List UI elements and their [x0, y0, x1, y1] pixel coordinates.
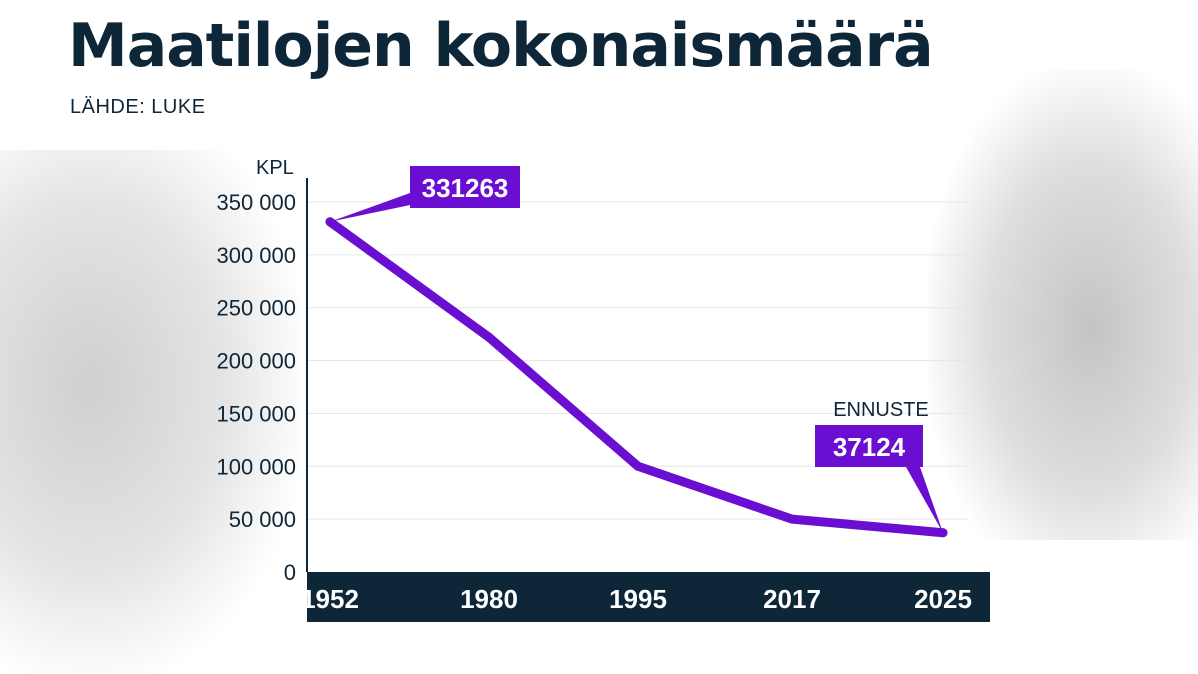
- x-tick-label: 1980: [460, 584, 518, 614]
- callout-box: [815, 425, 923, 467]
- y-axis-unit-label: KPL: [256, 157, 294, 179]
- callout-value: 331263: [422, 173, 509, 203]
- y-tick-label: 300 000: [216, 243, 296, 268]
- data-point: [787, 514, 797, 524]
- callout-value: 37124: [833, 432, 906, 462]
- y-tick-label: 350 000: [216, 190, 296, 215]
- callout-note: ENNUSTE: [833, 399, 929, 421]
- page-title: Maatilojen kokonaismäärä: [68, 11, 934, 81]
- y-tick-label: 100 000: [216, 454, 296, 479]
- y-tick-label: 150 000: [216, 401, 296, 426]
- series-line-group: [325, 217, 948, 538]
- x-tick-label: 1995: [609, 584, 667, 614]
- x-tick-label: 2025: [914, 584, 972, 614]
- x-tick-label: 1952: [301, 584, 359, 614]
- x-tick-label: 2017: [763, 584, 821, 614]
- y-tick-label: 250 000: [216, 296, 296, 321]
- data-point: [633, 461, 643, 471]
- callout-pointer: [906, 467, 943, 533]
- x-axis: 1952 1980 1995 2017 2025: [301, 572, 990, 622]
- callouts: 331263 37124 ENNUSTE: [330, 166, 943, 533]
- callout-pointer: [330, 193, 410, 222]
- y-tick-label: 0: [284, 560, 296, 585]
- x-axis-band: [307, 572, 990, 622]
- series-line: [325, 217, 948, 538]
- grid-lines: [307, 201, 968, 520]
- callout-box: [410, 166, 520, 208]
- y-tick-label: 200 000: [216, 349, 296, 374]
- y-axis: 0 50 000 100 000 150 000 200 000 250 000 300 0…: [216, 157, 308, 585]
- source-label: LÄHDE: LUKE: [70, 96, 206, 118]
- data-point: [484, 332, 494, 342]
- y-tick-label: 50 000: [229, 507, 296, 532]
- background-photo-farmer: [0, 150, 300, 674]
- background-photo-tractor: [928, 70, 1198, 540]
